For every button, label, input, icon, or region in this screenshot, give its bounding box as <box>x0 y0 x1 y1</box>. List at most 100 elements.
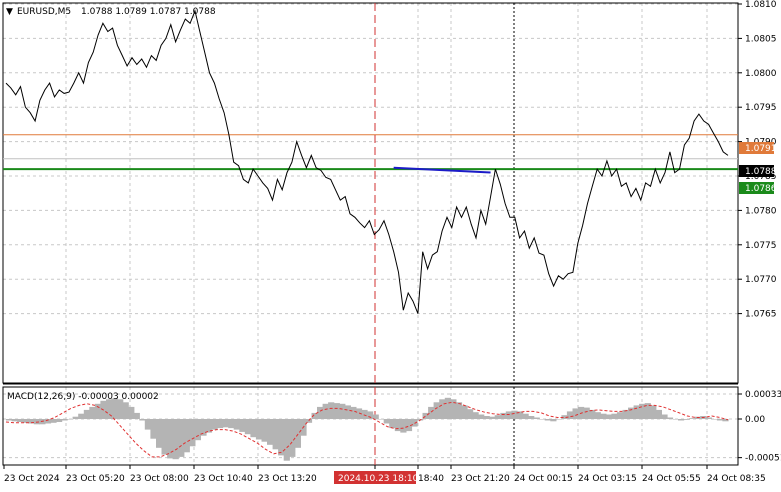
orange-level-tag <box>739 142 774 154</box>
price-tick-label: 1.0810 <box>745 0 777 10</box>
symbol-label: EURUSD,M5 <box>17 7 71 17</box>
macd-bar <box>672 419 679 420</box>
symbol-header: ▼ EURUSD,M5 1.0788 1.0789 1.0787 1.0788 <box>6 7 216 17</box>
macd-bar <box>311 412 318 419</box>
macd-bar <box>78 413 85 419</box>
macd-bar <box>67 419 74 420</box>
macd-bar <box>572 408 579 419</box>
macd-bar <box>289 419 296 457</box>
macd-bar <box>633 405 640 419</box>
horizontal-levels <box>3 134 738 171</box>
macd-bar <box>555 419 562 420</box>
macd-bar <box>17 419 24 422</box>
macd-bar <box>222 419 229 428</box>
macd-signal-line <box>5 401 729 458</box>
time-tick-label: 23 Oct 05:20 <box>66 474 125 484</box>
macd-bar <box>255 419 263 440</box>
macd-bar <box>405 419 413 432</box>
macd-bar <box>644 403 651 419</box>
macd-bar <box>367 411 374 419</box>
macd-bar <box>583 407 590 419</box>
macd-bar <box>600 413 607 419</box>
time-tick-label: 23 Oct 2024 <box>4 474 60 484</box>
macd-bar <box>616 412 624 419</box>
macd-bar <box>322 403 329 419</box>
macd-tick-label: -0.00051 <box>745 454 781 464</box>
signal-line <box>5 401 729 458</box>
price-pane-frame <box>2 2 739 384</box>
macd-bar <box>383 419 390 424</box>
trend-segment[interactable] <box>393 166 491 174</box>
macd-bar <box>605 414 612 419</box>
price-tick-label: 1.0780 <box>745 206 777 216</box>
price-tick-label: 1.0800 <box>745 69 777 79</box>
macd-bar <box>167 419 174 459</box>
macd-bar <box>83 409 90 419</box>
macd-bar <box>433 402 440 419</box>
macd-bar <box>317 406 324 419</box>
macd-bar <box>239 419 246 432</box>
macd-bar <box>439 399 446 419</box>
price-grid <box>3 3 738 383</box>
macd-bar <box>428 406 435 419</box>
macd-bar <box>244 419 251 435</box>
macd-tick-label: 0.00033 <box>745 390 781 400</box>
time-tick-label: 23 Oct 21:20 <box>451 474 510 484</box>
macd-bar <box>422 412 429 419</box>
time-tick-label: 24 Oct 08:35 <box>707 474 766 484</box>
macd-bar <box>278 419 285 456</box>
macd-bar <box>722 419 729 422</box>
macd-histogram <box>6 397 729 461</box>
macd-bar <box>333 403 340 419</box>
macd-bar <box>661 414 668 419</box>
macd-bar <box>139 419 146 421</box>
macd-bar <box>522 413 529 419</box>
macd-bar <box>550 419 557 422</box>
dropdown-triangle-icon[interactable]: ▼ <box>6 7 13 17</box>
macd-bar <box>678 419 685 421</box>
price-tick-label: 1.0770 <box>745 275 777 285</box>
macd-bar <box>339 403 346 419</box>
time-tick-label: 18:40 <box>418 474 444 484</box>
macd-bar <box>533 417 540 419</box>
macd-bar <box>394 419 401 432</box>
macd-bar <box>6 419 13 421</box>
macd-bar <box>194 419 201 441</box>
macd-bar <box>500 412 507 419</box>
macd-bar <box>150 419 157 439</box>
macd-bar <box>689 418 696 419</box>
macd-bar <box>233 419 240 430</box>
trend-line[interactable] <box>393 166 491 174</box>
macd-bar <box>22 419 29 423</box>
macd-bar <box>561 415 568 419</box>
macd-bar <box>11 419 18 422</box>
macd-bar <box>566 411 574 419</box>
macd-bar <box>272 419 279 450</box>
macd-bar <box>511 410 518 419</box>
time-tick-label: 23 Oct 08:00 <box>130 474 189 484</box>
macd-bar <box>355 408 363 419</box>
macd-bar <box>106 399 113 419</box>
macd-bar <box>50 419 57 423</box>
macd-bar <box>89 406 96 419</box>
macd-bar <box>117 399 124 419</box>
macd-bar <box>228 419 235 429</box>
macd-bar <box>683 419 690 420</box>
time-tick-label: 24 Oct 00:15 <box>514 474 573 484</box>
macd-bar <box>467 409 474 419</box>
macd-bar <box>172 419 179 460</box>
macd-bar <box>517 411 524 419</box>
macd-bar <box>639 403 646 419</box>
orange-level-tag-text: 1.0791 <box>745 144 777 154</box>
macd-bar <box>539 419 546 420</box>
macd-bar <box>217 419 224 429</box>
macd-bar <box>261 419 268 442</box>
macd-pane-frame <box>2 386 739 466</box>
macd-bar <box>350 406 357 419</box>
macd-bar <box>133 412 140 419</box>
macd-bar <box>378 419 385 420</box>
macd-bar <box>144 419 151 430</box>
macd-bar <box>72 416 79 419</box>
